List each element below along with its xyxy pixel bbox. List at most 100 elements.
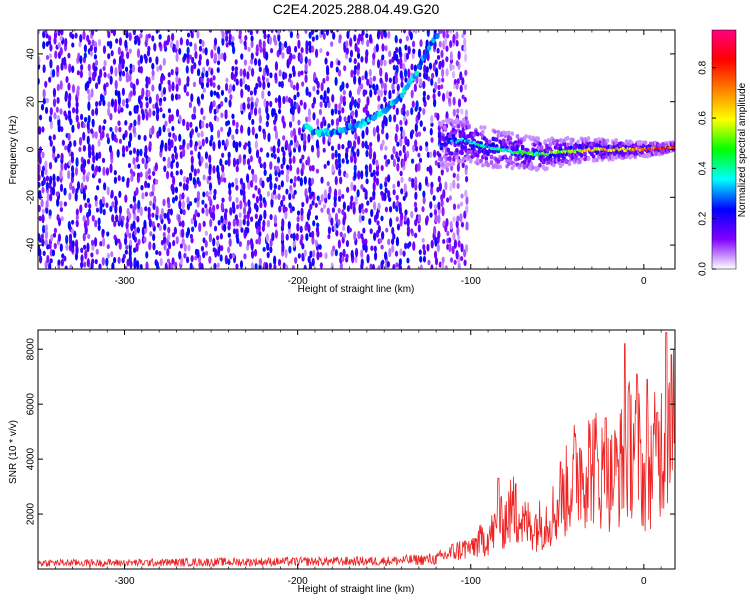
heatmap-cell [124, 194, 128, 203]
heatmap-cell [379, 238, 383, 244]
heatmap-cell [371, 58, 376, 66]
heatmap-cell [166, 197, 170, 205]
heatmap-cell [213, 188, 217, 196]
heatmap-cell [224, 208, 228, 214]
heatmap-cell [310, 191, 314, 197]
heatmap-cell [456, 182, 460, 190]
heatmap-cell [236, 158, 240, 166]
heatmap-cell [251, 172, 255, 182]
heatmap-cell [202, 191, 206, 198]
heatmap-cell [278, 81, 282, 88]
heatmap-cell [427, 44, 432, 51]
heatmap-cell [315, 226, 320, 234]
heatmap-cell [38, 181, 41, 188]
heatmap-cell [365, 49, 369, 58]
heatmap-cell [334, 76, 338, 87]
heatmap-cell [388, 77, 392, 83]
heatmap-cell [123, 236, 128, 246]
heatmap-cell [269, 213, 273, 221]
heatmap-cell [285, 264, 289, 269]
heatmap-cell [422, 80, 426, 90]
heatmap-cell [326, 160, 330, 166]
heatmap-cell [425, 66, 429, 74]
heatmap-cell [208, 121, 213, 129]
heatmap-cell [90, 128, 94, 134]
heatmap-cell [213, 262, 217, 269]
heatmap-cell [52, 180, 56, 188]
heatmap-cell [305, 116, 309, 123]
heatmap-cell [273, 214, 278, 224]
heatmap-cell [394, 133, 398, 143]
heatmap-cell [250, 35, 254, 42]
heatmap-cell [117, 104, 122, 111]
heatmap-cell [405, 109, 410, 117]
heatmap-cell [376, 59, 381, 69]
heatmap-cell [59, 243, 63, 252]
heatmap-cell [98, 263, 102, 269]
heatmap-cell [301, 81, 305, 87]
heatmap-cell [247, 65, 252, 72]
heatmap-cell [114, 89, 118, 96]
heatmap-cell [147, 156, 151, 163]
heatmap-cell [170, 68, 174, 76]
heatmap-cell [459, 84, 463, 93]
heatmap-cell [402, 63, 406, 71]
heatmap-cell [101, 257, 105, 266]
heatmap-cell [68, 140, 72, 148]
heatmap-cell [83, 44, 87, 53]
heatmap-cell [445, 68, 449, 77]
heatmap-cell [292, 232, 296, 242]
heatmap-cell [414, 30, 418, 35]
heatmap-cell [208, 163, 212, 172]
heatmap-cell [249, 179, 254, 188]
heatmap-cell [84, 202, 88, 208]
heatmap-cell [153, 195, 157, 205]
heatmap-cell [49, 44, 53, 52]
heatmap-cell [462, 117, 466, 123]
heatmap-cell [358, 122, 363, 129]
heatmap-cell [45, 33, 49, 39]
heatmap-cell [305, 40, 309, 50]
heatmap-cell [365, 126, 369, 136]
heatmap-cell [103, 83, 107, 92]
heatmap-cell [280, 169, 284, 175]
heatmap-cell [263, 161, 267, 170]
snr-y-tick-label: 2000 [26, 502, 37, 525]
heatmap-cell [75, 214, 79, 221]
heatmap-cell [430, 186, 434, 196]
heatmap-cell [314, 77, 319, 85]
heatmap-cell [385, 227, 389, 233]
heatmap-cell [463, 44, 467, 53]
heatmap-cell [304, 30, 308, 34]
heatmap-cell [246, 71, 250, 80]
heatmap-cell [59, 183, 64, 193]
heatmap-cell [395, 216, 399, 222]
heatmap-cell [200, 263, 204, 269]
heatmap-cell [249, 30, 253, 36]
heatmap-cell [342, 233, 347, 239]
heatmap-cell [327, 226, 332, 235]
heatmap-cell [262, 40, 266, 49]
heatmap-cell [125, 98, 129, 104]
heatmap-cell [376, 132, 381, 143]
heatmap-cell [220, 30, 224, 35]
heatmap-cell [49, 120, 53, 130]
heatmap-cell [337, 60, 341, 66]
heatmap-cell [254, 174, 258, 184]
heatmap-cell [220, 100, 224, 107]
heatmap-cell [463, 37, 467, 47]
heatmap-cell [438, 60, 442, 67]
heatmap-cell [137, 199, 141, 210]
heatmap-cell [377, 202, 381, 211]
heatmap-cell [375, 83, 379, 91]
heatmap-cell [398, 38, 403, 44]
heatmap-cell [133, 257, 137, 267]
heatmap-cell [418, 106, 422, 112]
heatmap-cell [201, 199, 205, 205]
heatmap-cell [455, 151, 459, 156]
heatmap-cell [198, 119, 203, 130]
heatmap-cell [243, 253, 247, 260]
heatmap-cell [113, 220, 117, 228]
heatmap-cell [289, 185, 293, 191]
heatmap-cell [464, 189, 468, 198]
